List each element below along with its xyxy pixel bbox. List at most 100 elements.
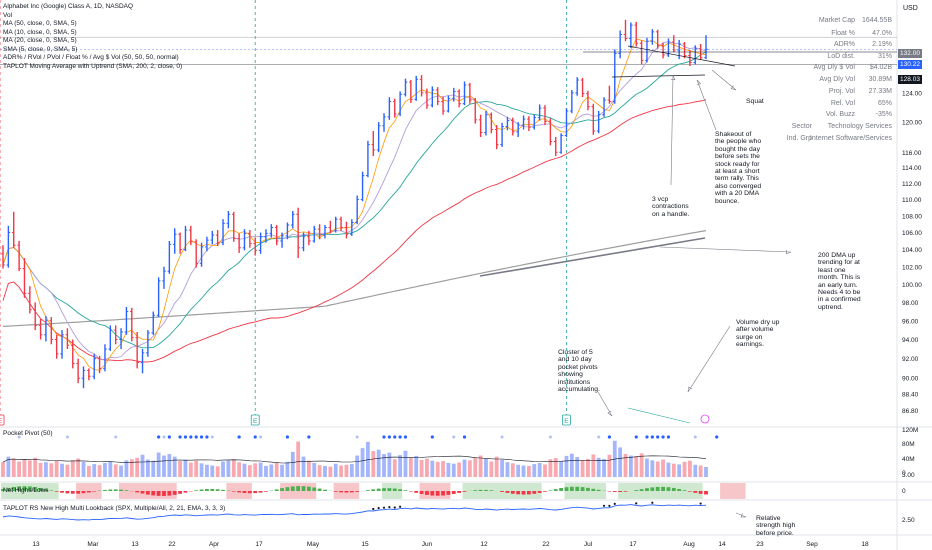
volume-bar <box>296 441 301 477</box>
volume-bar <box>677 464 682 477</box>
volume-bar <box>618 447 623 477</box>
net-highs-lows-bar <box>677 489 682 491</box>
pocket-pivot-dot-minor <box>17 435 21 439</box>
net-highs-lows-bar <box>317 488 322 491</box>
volume-bar <box>119 465 123 477</box>
indicator-legend-ma10[interactable]: MA (10, close, 0, SMA, 5) <box>3 28 77 36</box>
price-bar <box>237 233 241 253</box>
price-bar <box>446 95 451 113</box>
volume-bar <box>682 461 687 477</box>
pocket-pivot-dot <box>650 435 654 439</box>
net-highs-lows-bar <box>489 490 494 491</box>
price-bar <box>468 82 472 104</box>
price-bar <box>543 105 547 126</box>
volume-bar <box>237 462 242 477</box>
volume-bar <box>81 461 86 477</box>
net-highs-lows-bar <box>371 489 376 491</box>
pane-label-taplot-rs[interactable]: TAPLOT RS New High Multi Lookback (SPX, … <box>3 505 226 512</box>
time-axis-tick: Jul <box>584 541 593 548</box>
volume-bar <box>97 465 102 477</box>
volume-bar <box>205 464 209 477</box>
stats-label-sector: Sector <box>791 123 812 130</box>
net-highs-lows-bar <box>618 491 623 492</box>
price-bar <box>167 240 172 274</box>
net-highs-lows-bar <box>580 487 585 491</box>
volume-bar <box>382 454 386 477</box>
pocket-pivot-dot <box>189 435 193 439</box>
price-bar <box>645 37 649 63</box>
time-axis-tick: 18 <box>861 541 869 548</box>
volume-bar <box>688 460 692 477</box>
pocket-pivot-dot <box>462 435 467 439</box>
price-axis-tick: 116.00 <box>902 150 922 157</box>
pocket-pivot-dot <box>194 435 198 439</box>
volume-bar <box>306 460 311 477</box>
vcp-arrow <box>670 74 674 186</box>
volume-bar <box>360 448 365 477</box>
volume-bar <box>151 460 156 477</box>
price-bar <box>409 80 413 103</box>
net-highs-lows-axis-tick: 0 <box>902 488 906 495</box>
volume-bar <box>441 461 445 477</box>
net-highs-lows-bar <box>280 488 284 491</box>
pocket-pivot-dot <box>285 435 290 439</box>
volume-bar <box>344 464 349 477</box>
indicator-legend-adr[interactable]: ADR% / RVol / PVol / Float % / Avg $ Vol… <box>3 54 179 61</box>
volume-bar <box>639 453 644 477</box>
price-bar <box>146 330 150 357</box>
pocket-pivot-dot <box>167 435 171 439</box>
rs-new-high-dot <box>393 506 396 509</box>
volume-bar <box>414 455 419 477</box>
price-bar <box>505 116 510 131</box>
indicator-legend-sma5[interactable]: SMA (5, close, 0, SMA, 5) <box>3 45 78 53</box>
indicator-legend-ma20[interactable]: MA (20, close, 0, SMA, 5) <box>3 37 77 44</box>
price-bar <box>65 328 70 350</box>
volume-bar <box>580 459 585 477</box>
pane-label-net-highs-lows[interactable]: Net Highs/Lows <box>3 487 49 494</box>
volume-axis-tick: 80M <box>902 441 915 448</box>
price-axis-tick: 92.00 <box>902 356 919 363</box>
net-highs-lows-bar <box>612 491 617 492</box>
price-bar <box>623 19 628 42</box>
net-highs-lows-bar <box>172 491 177 495</box>
pocket-pivot-dot-minor <box>693 435 697 439</box>
rs-arrow <box>735 512 747 518</box>
net-highs-lows-bar <box>484 489 488 491</box>
indicator-legend-vol[interactable]: Vol <box>3 11 13 19</box>
net-highs-lows-bar <box>274 489 279 491</box>
volume-bar <box>349 464 354 477</box>
price-bar <box>451 87 456 102</box>
pocket-pivot-dot-minor <box>162 435 166 439</box>
price-bar <box>371 131 376 157</box>
net-highs-lows-bar <box>596 489 601 491</box>
price-bar <box>189 225 193 246</box>
net-highs-lows-bar <box>505 491 510 493</box>
net-highs-lows-bar <box>344 491 349 493</box>
price-bar <box>580 77 585 98</box>
indicator-legend-ma50[interactable]: MA (50, close, 0, SMA, 5) <box>3 20 77 27</box>
indicator-legend-taplot-ma[interactable]: TAPLOT Moving Average with Uptrend (SMA,… <box>3 62 183 70</box>
net-highs-lows-bar <box>355 491 360 492</box>
volume-bar <box>92 464 97 477</box>
pocket-pivot-dot <box>387 435 391 439</box>
stats-label-lod: LoD dist. <box>827 53 855 60</box>
price-bar <box>162 266 166 289</box>
stats-value-float: 47.0% <box>872 30 892 37</box>
volume-bar <box>457 462 462 477</box>
volume-bar <box>199 463 204 477</box>
net-highs-lows-bar <box>70 491 75 494</box>
net-highs-lows-bar <box>591 488 596 491</box>
volume-bar <box>521 465 526 477</box>
price-bar <box>639 40 644 65</box>
pocket-pivot-dot <box>645 435 649 439</box>
net-highs-lows-bar <box>537 491 542 493</box>
pane-label-pocket-pivot[interactable]: Pocket Pivot (50) <box>3 430 53 437</box>
volume-bar <box>451 463 456 477</box>
net-highs-lows-bar <box>500 491 504 492</box>
net-highs-lows-bar <box>285 487 290 491</box>
ma10-line <box>2 41 707 361</box>
net-highs-lows-band <box>618 483 703 499</box>
pocket-pivot-dot-minor <box>355 435 359 439</box>
price-bar <box>650 29 655 45</box>
